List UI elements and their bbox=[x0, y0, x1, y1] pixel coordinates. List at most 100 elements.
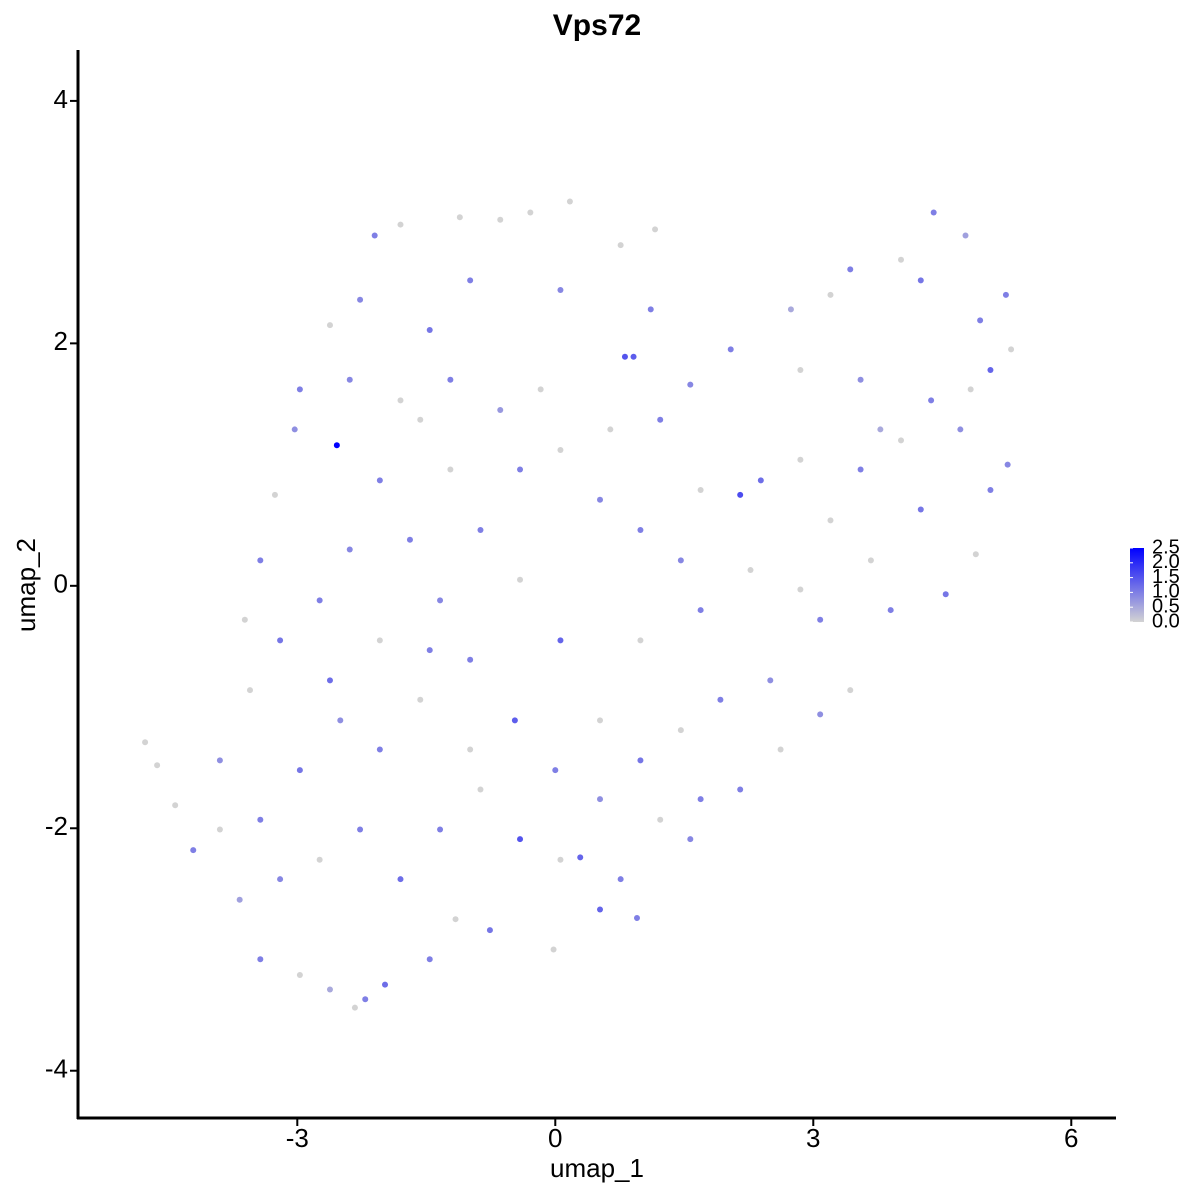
point bbox=[291, 426, 298, 433]
point bbox=[376, 637, 383, 644]
point bbox=[557, 637, 564, 644]
point bbox=[777, 746, 784, 753]
point bbox=[697, 607, 704, 614]
point bbox=[757, 477, 764, 484]
point bbox=[426, 956, 433, 963]
point bbox=[917, 506, 924, 513]
point bbox=[637, 527, 644, 534]
point bbox=[246, 687, 253, 694]
point bbox=[867, 557, 874, 564]
point bbox=[697, 796, 704, 803]
y-tick-label: -4 bbox=[45, 1054, 68, 1084]
point bbox=[277, 876, 284, 883]
point bbox=[452, 916, 459, 923]
point bbox=[326, 986, 333, 993]
point bbox=[527, 209, 534, 216]
point bbox=[727, 346, 734, 353]
point bbox=[437, 597, 444, 604]
point bbox=[847, 266, 854, 273]
point bbox=[557, 856, 564, 863]
point bbox=[597, 906, 604, 913]
point bbox=[898, 437, 905, 444]
point bbox=[962, 232, 969, 239]
point bbox=[877, 426, 884, 433]
point bbox=[647, 306, 654, 313]
y-axis-label: umap_2 bbox=[11, 538, 41, 632]
point bbox=[930, 209, 937, 216]
point bbox=[511, 717, 518, 724]
point bbox=[687, 381, 694, 388]
colorbar-label: 2.5 bbox=[1152, 536, 1180, 558]
point bbox=[337, 717, 344, 724]
point bbox=[357, 826, 364, 833]
point bbox=[326, 677, 333, 684]
colorbar-label: 1.0 bbox=[1152, 581, 1180, 603]
point bbox=[817, 616, 824, 623]
point bbox=[942, 591, 949, 598]
point bbox=[597, 717, 604, 724]
point bbox=[426, 327, 433, 334]
point bbox=[630, 353, 637, 360]
point bbox=[1002, 291, 1009, 298]
colorbar-label: 1.5 bbox=[1152, 566, 1180, 588]
point bbox=[617, 876, 624, 883]
point bbox=[236, 896, 243, 903]
point bbox=[142, 739, 149, 746]
point bbox=[787, 306, 794, 313]
point bbox=[316, 597, 323, 604]
point bbox=[557, 287, 564, 294]
point bbox=[257, 816, 264, 823]
point bbox=[747, 567, 754, 574]
colorbar-label: 0.5 bbox=[1152, 595, 1180, 617]
point bbox=[597, 496, 604, 503]
point bbox=[296, 767, 303, 774]
point bbox=[296, 386, 303, 393]
point bbox=[857, 376, 864, 383]
point bbox=[467, 746, 474, 753]
point bbox=[216, 757, 223, 764]
point bbox=[607, 426, 614, 433]
point bbox=[346, 376, 353, 383]
point bbox=[241, 616, 248, 623]
point bbox=[382, 981, 389, 988]
point bbox=[887, 607, 894, 614]
point bbox=[477, 786, 484, 793]
colorbar-label: 2.0 bbox=[1152, 551, 1180, 573]
point bbox=[376, 746, 383, 753]
point bbox=[1008, 346, 1015, 353]
point bbox=[957, 426, 964, 433]
point bbox=[717, 696, 724, 703]
point bbox=[406, 536, 413, 543]
point bbox=[637, 637, 644, 644]
x-tick-label: 6 bbox=[1064, 1123, 1078, 1153]
point bbox=[316, 856, 323, 863]
colorbar-label: 0.0 bbox=[1152, 610, 1180, 632]
point bbox=[417, 696, 424, 703]
colorbar bbox=[1130, 548, 1144, 622]
point bbox=[697, 487, 704, 494]
y-tick-label: 2 bbox=[54, 326, 68, 356]
point bbox=[346, 546, 353, 553]
point bbox=[447, 466, 454, 473]
point bbox=[497, 407, 504, 414]
point bbox=[737, 491, 744, 498]
point bbox=[437, 826, 444, 833]
point bbox=[987, 367, 994, 374]
point bbox=[537, 386, 544, 393]
point bbox=[857, 466, 864, 473]
point bbox=[687, 836, 694, 843]
point bbox=[362, 996, 369, 1003]
point bbox=[172, 802, 179, 809]
point bbox=[517, 836, 524, 843]
point bbox=[797, 367, 804, 374]
point bbox=[597, 796, 604, 803]
point bbox=[817, 711, 824, 718]
point bbox=[652, 226, 659, 233]
point bbox=[767, 677, 774, 684]
point bbox=[333, 442, 340, 449]
point bbox=[216, 826, 223, 833]
point bbox=[397, 397, 404, 404]
point bbox=[677, 557, 684, 564]
point bbox=[296, 971, 303, 978]
